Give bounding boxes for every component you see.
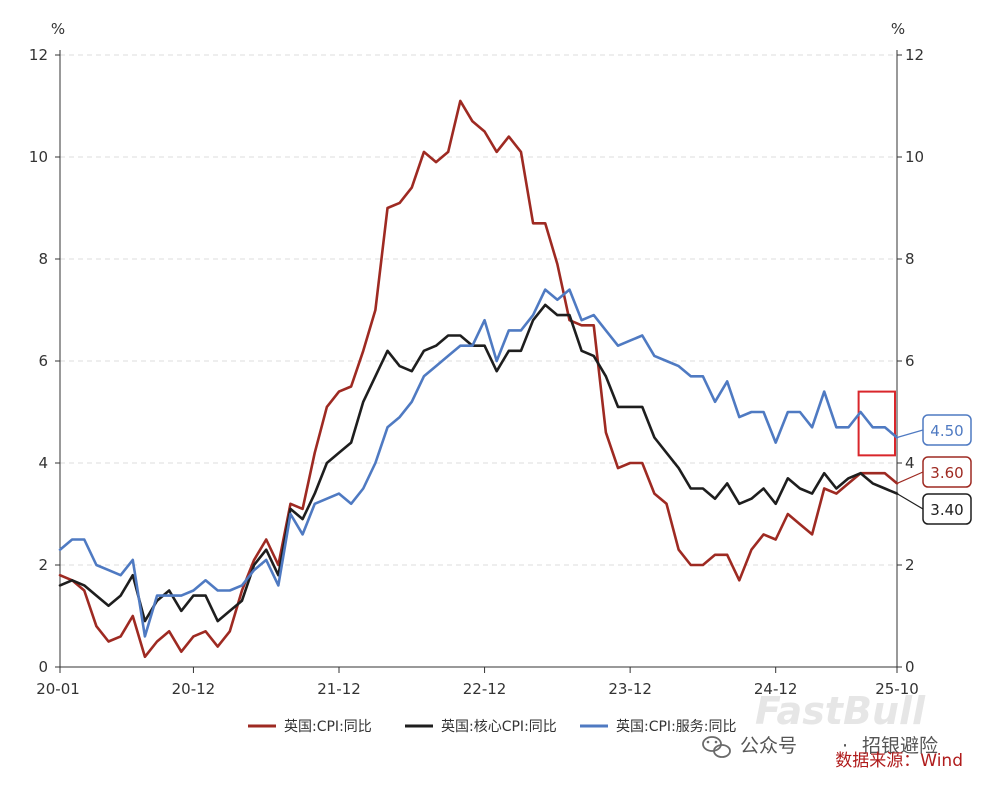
- x-tick-label-22-12: 22-12: [463, 680, 507, 698]
- legend: 英国:CPI:同比 英国:核心CPI:同比 英国:CPI:服务:同比: [248, 718, 737, 735]
- y-tick-label-left-8: 8: [38, 250, 48, 268]
- y-tick-label-left-4: 4: [38, 454, 48, 472]
- footer: FastBull 公众号 · 招银避险 数据来源：Wind: [702, 689, 963, 771]
- watermark-separator: ·: [842, 735, 848, 757]
- end-label-connector-1: [896, 493, 924, 510]
- legend-label-2: 英国:CPI:服务:同比: [616, 718, 737, 735]
- y-tick-label-right-10: 10: [905, 148, 924, 166]
- end-label-text-0: 3.60: [930, 464, 963, 482]
- wechat-icon: [702, 736, 731, 758]
- wechat-account: 招银避险: [862, 735, 938, 757]
- highlight-box: [857, 390, 897, 457]
- axes: 0 0 2 2 4 4 6 6 8 8 10 10 12 12% % 20-01 20-12 21-12 22-12…: [29, 20, 924, 698]
- end-label-box-2: [922, 414, 972, 446]
- x-tick-label-20-01: 20-01: [36, 680, 80, 698]
- x-tick-label-21-12: 21-12: [317, 680, 361, 698]
- y-tick-label-left-12: 12: [29, 46, 48, 64]
- end-label-connector-2: [896, 429, 924, 439]
- y-tick-label-right-8: 8: [905, 250, 915, 268]
- x-tick-label-24-12: 24-12: [754, 680, 798, 698]
- y-tick-label-right-4: 4: [905, 454, 915, 472]
- y-tick-label-right-0: 0: [905, 658, 915, 676]
- y-tick-label-left-10: 10: [29, 148, 48, 166]
- gridlines: [60, 54, 897, 566]
- y-tick-label-right-12: 12: [905, 46, 924, 64]
- legend-label-0: 英国:CPI:同比: [284, 718, 372, 735]
- y-unit-left: %: [51, 20, 65, 38]
- x-tick-label-23-12: 23-12: [608, 680, 652, 698]
- end-label-text-2: 4.50: [930, 422, 963, 440]
- x-tick-label-20-12: 20-12: [172, 680, 216, 698]
- end-label-box-1: [922, 493, 972, 525]
- series-line-2: [58, 288, 899, 638]
- y-unit-right: %: [891, 20, 905, 38]
- y-tick-label-left-2: 2: [38, 556, 48, 574]
- y-tick-label-left-6: 6: [38, 352, 48, 370]
- series-line-0: [58, 99, 899, 659]
- end-value-labels: 3.60 3.40 4.50: [896, 414, 972, 525]
- end-label-text-1: 3.40: [930, 501, 963, 519]
- end-label-connector-0: [896, 471, 924, 484]
- watermark-brand: FastBull: [755, 689, 926, 733]
- series-line-1: [58, 303, 899, 623]
- y-tick-label-right-6: 6: [905, 352, 915, 370]
- wechat-label: 公众号: [740, 735, 797, 757]
- series-lines: [58, 99, 899, 659]
- y-tick-label-left-0: 0: [38, 658, 48, 676]
- y-tick-label-right-2: 2: [905, 556, 915, 574]
- highlight-box-layer: [857, 390, 897, 457]
- legend-label-1: 英国:核心CPI:同比: [441, 718, 557, 735]
- x-tick-label-25-10: 25-10: [875, 680, 919, 698]
- end-label-box-0: [922, 456, 972, 488]
- source-note: 数据来源：Wind: [835, 751, 963, 771]
